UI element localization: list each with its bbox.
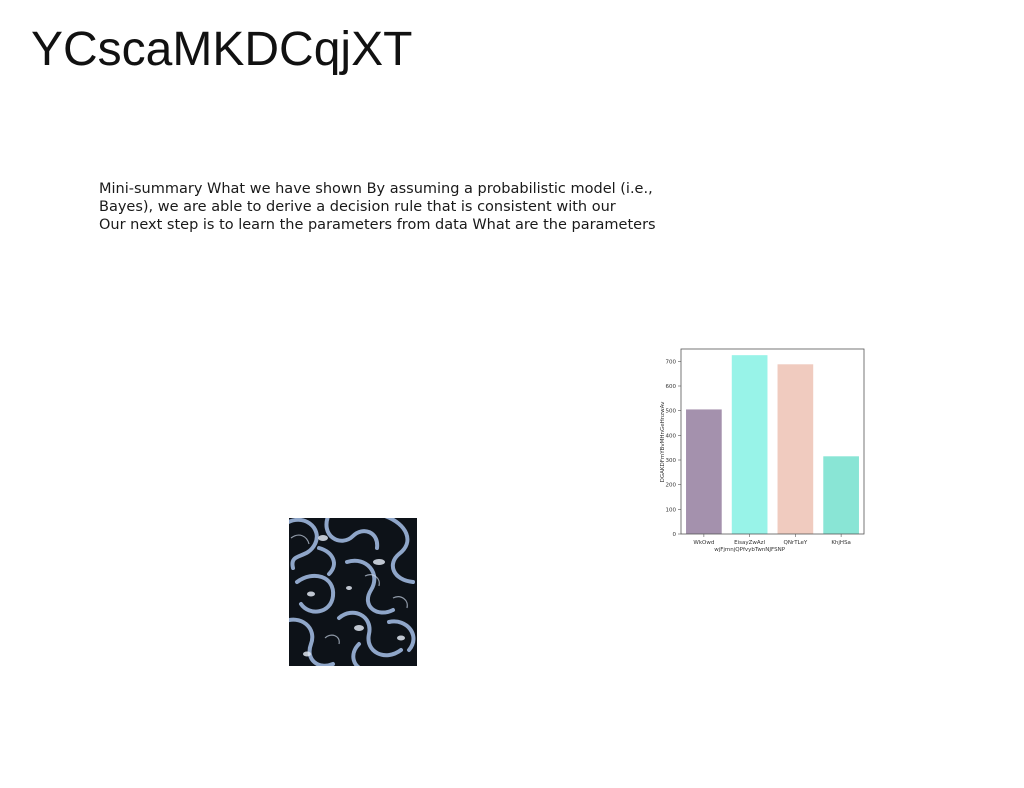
slide-title: YCscaMKDCqjXT — [31, 23, 413, 76]
x-tick-label: EisayZwAzl wjFjmnjQPfvybTwnNJFSNP — [714, 540, 786, 553]
y-tick-label: 600 — [666, 384, 677, 390]
abstract-pattern-image — [289, 518, 417, 666]
x-tick-label: WkOwd — [693, 540, 714, 546]
bar — [777, 364, 814, 534]
y-axis-ticks: 0 100 200 300 400 500 600 700 — [666, 359, 681, 538]
y-tick-label: 100 — [666, 507, 677, 513]
y-tick-label: 700 — [666, 359, 677, 365]
bar — [823, 456, 859, 534]
bar-chart-svg: 0 100 200 300 400 500 600 700 WkOwd EisayZwAzl wj… — [660, 348, 865, 553]
chart-bars — [686, 355, 859, 534]
summary-line: Mini-summary What we have shown By assum… — [99, 181, 653, 197]
bar — [731, 355, 768, 534]
y-tick-label: 400 — [666, 433, 677, 439]
summary-line: Our next step is to learn the parameters… — [99, 217, 656, 233]
y-tick-label: 300 — [666, 458, 677, 464]
summary-text: Mini-summary What we have shown By assum… — [99, 180, 699, 234]
summary-line: Bayes), we are able to derive a decision… — [99, 199, 616, 215]
y-axis-label: DGAKDFmYBvMHnGeHnzwAv — [660, 401, 666, 482]
bar-chart: 0 100 200 300 400 500 600 700 WkOwd EisayZwAzl wj… — [654, 344, 870, 560]
plot-frame — [680, 348, 865, 535]
x-axis-labels: WkOwd EisayZwAzl wjFjmnjQPfvybTwnNJFSNPQNr… — [693, 534, 851, 553]
bar — [686, 409, 722, 534]
x-tick-label: KhjHSa — [831, 540, 851, 546]
y-tick-label: 500 — [666, 409, 677, 415]
x-tick-label: QNrTLeY — [783, 540, 807, 546]
y-tick-label: 0 — [673, 532, 677, 538]
y-tick-label: 200 — [666, 483, 677, 489]
